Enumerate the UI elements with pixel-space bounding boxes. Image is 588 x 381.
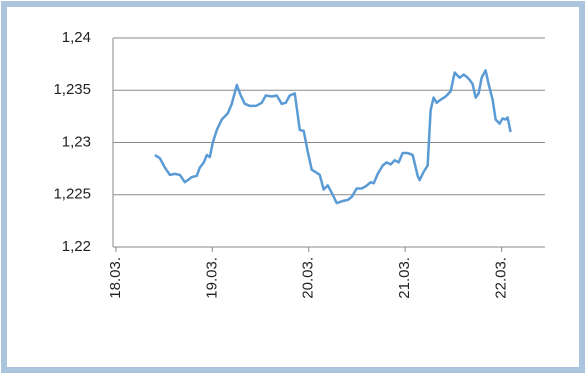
x-tick-label: 21.03.	[396, 257, 413, 299]
chart-frame	[1, 1, 585, 373]
data-line	[154, 69, 512, 205]
x-tick-label: 18.03.	[107, 257, 124, 299]
y-tick-label: 1,24	[62, 29, 91, 46]
y-tick-label: 1,22	[62, 238, 91, 255]
x-tick-label: 20.03.	[300, 257, 317, 299]
x-tick-label: 22.03.	[493, 257, 510, 299]
y-tick-label: 1,23	[62, 133, 91, 150]
y-tick-label: 1,225	[53, 186, 91, 203]
y-tick-label: 1,235	[53, 81, 91, 98]
x-tick-label: 19.03.	[203, 257, 220, 299]
